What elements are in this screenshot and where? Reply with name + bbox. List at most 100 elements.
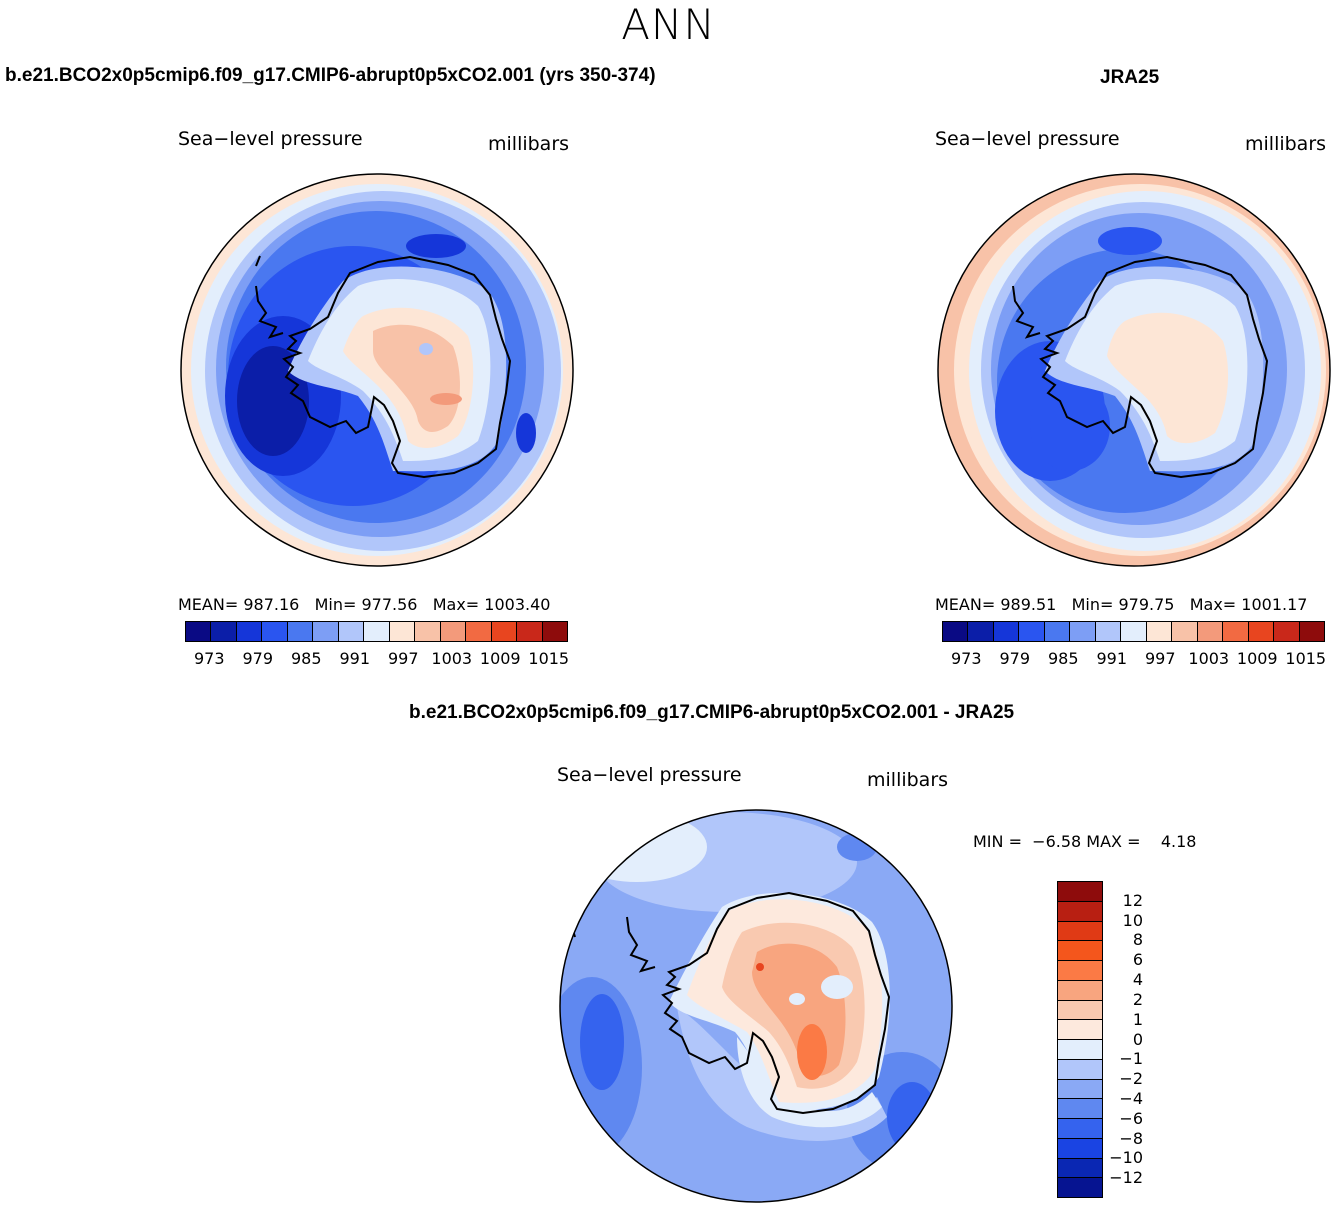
panel3-colorbar-swatch (1058, 1119, 1102, 1139)
panel1-colorbar-swatch (440, 622, 467, 641)
panel1-colorbar-swatch (211, 622, 237, 641)
panel1-polar-map (180, 173, 574, 567)
panel1-colorbar-swatch (415, 622, 441, 641)
panel2-colorbar-swatch (1274, 622, 1300, 641)
panel3-colorbar-tick-label: −2 (1119, 1069, 1143, 1089)
panel3-max-label: MAX = (1086, 832, 1141, 851)
panel2-colorbar-tick-label: 991 (1096, 649, 1128, 668)
panel3-colorbar-swatch (1058, 882, 1102, 902)
panel2-colorbar-swatch (1121, 622, 1147, 641)
panel2-colorbar-swatch (1223, 622, 1249, 641)
panel3-colorbar-swatch (1058, 980, 1102, 1001)
panel2-colorbar-swatch (1095, 622, 1122, 641)
panel2-colorbar (942, 621, 1325, 642)
panel1-colorbar-tick-label: 979 (242, 649, 274, 668)
panel2-colorbar-tick-label: 997 (1144, 649, 1176, 668)
panel3-colorbar-labels: 12 10 8 6 4 2 1 0 −1 −2 −4 −6 −8 −10 −12 (1103, 881, 1143, 1198)
panel1-max-value: 1003.40 (484, 595, 551, 614)
panel2-stats: MEAN= 989.51 Min= 979.75 Max= 1001.17 (935, 595, 1307, 614)
panel1-colorbar-swatch (338, 622, 365, 641)
panel2-colorbar-tick-label: 973 (950, 649, 982, 668)
panel1-colorbar-swatch (542, 622, 568, 641)
panel3-colorbar-tick-label: 1 (1132, 1009, 1143, 1029)
panel1-colorbar-tick-label: 991 (339, 649, 371, 668)
panel3-variable-label: Sea−level pressure (557, 764, 742, 786)
panel2-case-title: JRA25 (1100, 67, 1160, 88)
panel2-colorbar-swatch (1070, 622, 1096, 641)
panel3-colorbar-tick-label: −6 (1119, 1108, 1143, 1128)
panel3-colorbar-tick-label: −4 (1119, 1088, 1143, 1108)
panel3-colorbar-tick-label: −12 (1109, 1168, 1143, 1188)
panel3-colorbar-tick-label: 12 (1122, 890, 1143, 910)
panel3-colorbar-swatch (1058, 1099, 1102, 1119)
panel3-colorbar-tick-label: 6 (1132, 950, 1143, 970)
panel3-colorbar-swatch (1058, 1000, 1102, 1021)
panel2-colorbar-tick-label: 1003 (1188, 649, 1230, 668)
panel2-mean-value: 989.51 (1000, 595, 1057, 614)
panel2-colorbar-tick-label: 1009 (1236, 649, 1278, 668)
panel1-colorbar-tick-label: 1015 (528, 649, 570, 668)
panel3-colorbar-swatch (1058, 921, 1102, 942)
panel3-units-label: millibars (867, 769, 949, 791)
panel3-case-title: b.e21.BCO2x0p5cmip6.f09_g17.CMIP6-abrupt… (409, 702, 1015, 723)
panel1-colorbar-swatch (466, 622, 492, 641)
panel3-colorbar-tick-label: −10 (1109, 1148, 1143, 1168)
panel1-units-label: millibars (488, 133, 570, 155)
panel3-colorbar-swatch (1058, 1040, 1102, 1060)
panel3-colorbar-swatch (1058, 1138, 1102, 1159)
panel1-colorbar-tick-label: 985 (290, 649, 322, 668)
panel3-colorbar-tick-label: 0 (1132, 1029, 1143, 1049)
panel1-colorbar-swatch (236, 622, 263, 641)
panel2-colorbar-labels: 973 979 985 991 997 1003 1009 1015 (942, 649, 1330, 668)
panel1-min-label: Min= (314, 595, 357, 614)
panel3-colorbar-tick-label: −1 (1119, 1049, 1143, 1069)
panel1-colorbar-tick-label: 973 (193, 649, 225, 668)
panel3-min-value: −6.58 (1032, 832, 1082, 851)
panel2-units-label: millibars (1245, 133, 1327, 155)
panel3-colorbar-tick-label: 4 (1132, 970, 1143, 990)
panel2-colorbar-swatch (1044, 622, 1071, 641)
panel3-polar-map (559, 809, 953, 1203)
panel2-polar-map (937, 173, 1331, 567)
panel2-colorbar-swatch (1172, 622, 1198, 641)
panel1-colorbar-tick-label: 1003 (431, 649, 473, 668)
panel3-colorbar (1057, 881, 1103, 1198)
panel3-colorbar-swatch (1058, 1158, 1102, 1179)
panel3-colorbar-swatch (1058, 1020, 1102, 1040)
panel2-colorbar-swatch (968, 622, 994, 641)
panel1-colorbar-swatch (313, 622, 339, 641)
panel3-colorbar-swatch (1058, 961, 1102, 981)
panel2-colorbar-swatch (993, 622, 1020, 641)
panel2-colorbar-swatch (1197, 622, 1224, 641)
panel2-colorbar-swatch (1019, 622, 1045, 641)
panel1-colorbar-tick-label: 997 (387, 649, 419, 668)
panel3-colorbar-tick-label: 2 (1132, 989, 1143, 1009)
panel2-colorbar-swatch (1248, 622, 1275, 641)
panel1-stats: MEAN= 987.16 Min= 977.56 Max= 1003.40 (178, 595, 550, 614)
panel3-colorbar-swatch (1058, 1079, 1102, 1100)
panel2-colorbar-tick-label: 979 (999, 649, 1031, 668)
panel3-stats: MIN = −6.58 MAX = 4.18 (973, 832, 1196, 851)
panel3-colorbar-swatch (1058, 901, 1102, 922)
panel1-colorbar-swatch (491, 622, 518, 641)
panel1-mean-value: 987.16 (243, 595, 300, 614)
panel1-max-label: Max= (432, 595, 480, 614)
panel1-colorbar-swatch (287, 622, 314, 641)
panel2-variable-label: Sea−level pressure (935, 128, 1120, 150)
panel3-colorbar-swatch (1058, 1178, 1102, 1197)
panel3-max-value: 4.18 (1160, 832, 1197, 851)
panel3-min-label: MIN = (973, 832, 1022, 851)
panel3-colorbar-swatch (1058, 1059, 1102, 1080)
panel3-colorbar-swatch (1058, 941, 1102, 961)
panel2-colorbar-swatch (1299, 622, 1325, 641)
panel3-colorbar-tick-label: −8 (1119, 1128, 1143, 1148)
panel2-max-label: Max= (1189, 595, 1237, 614)
panel2-colorbar-tick-label: 1015 (1285, 649, 1327, 668)
panel3-colorbar-tick-label: 8 (1132, 930, 1143, 950)
panel2-colorbar-swatch (1146, 622, 1173, 641)
panel1-colorbar-swatch (517, 622, 543, 641)
panel1-colorbar-swatch (186, 622, 212, 641)
panel1-variable-label: Sea−level pressure (178, 128, 363, 150)
panel2-mean-label: MEAN= (935, 595, 996, 614)
panel1-colorbar-labels: 973 979 985 991 997 1003 1009 1015 (185, 649, 573, 668)
